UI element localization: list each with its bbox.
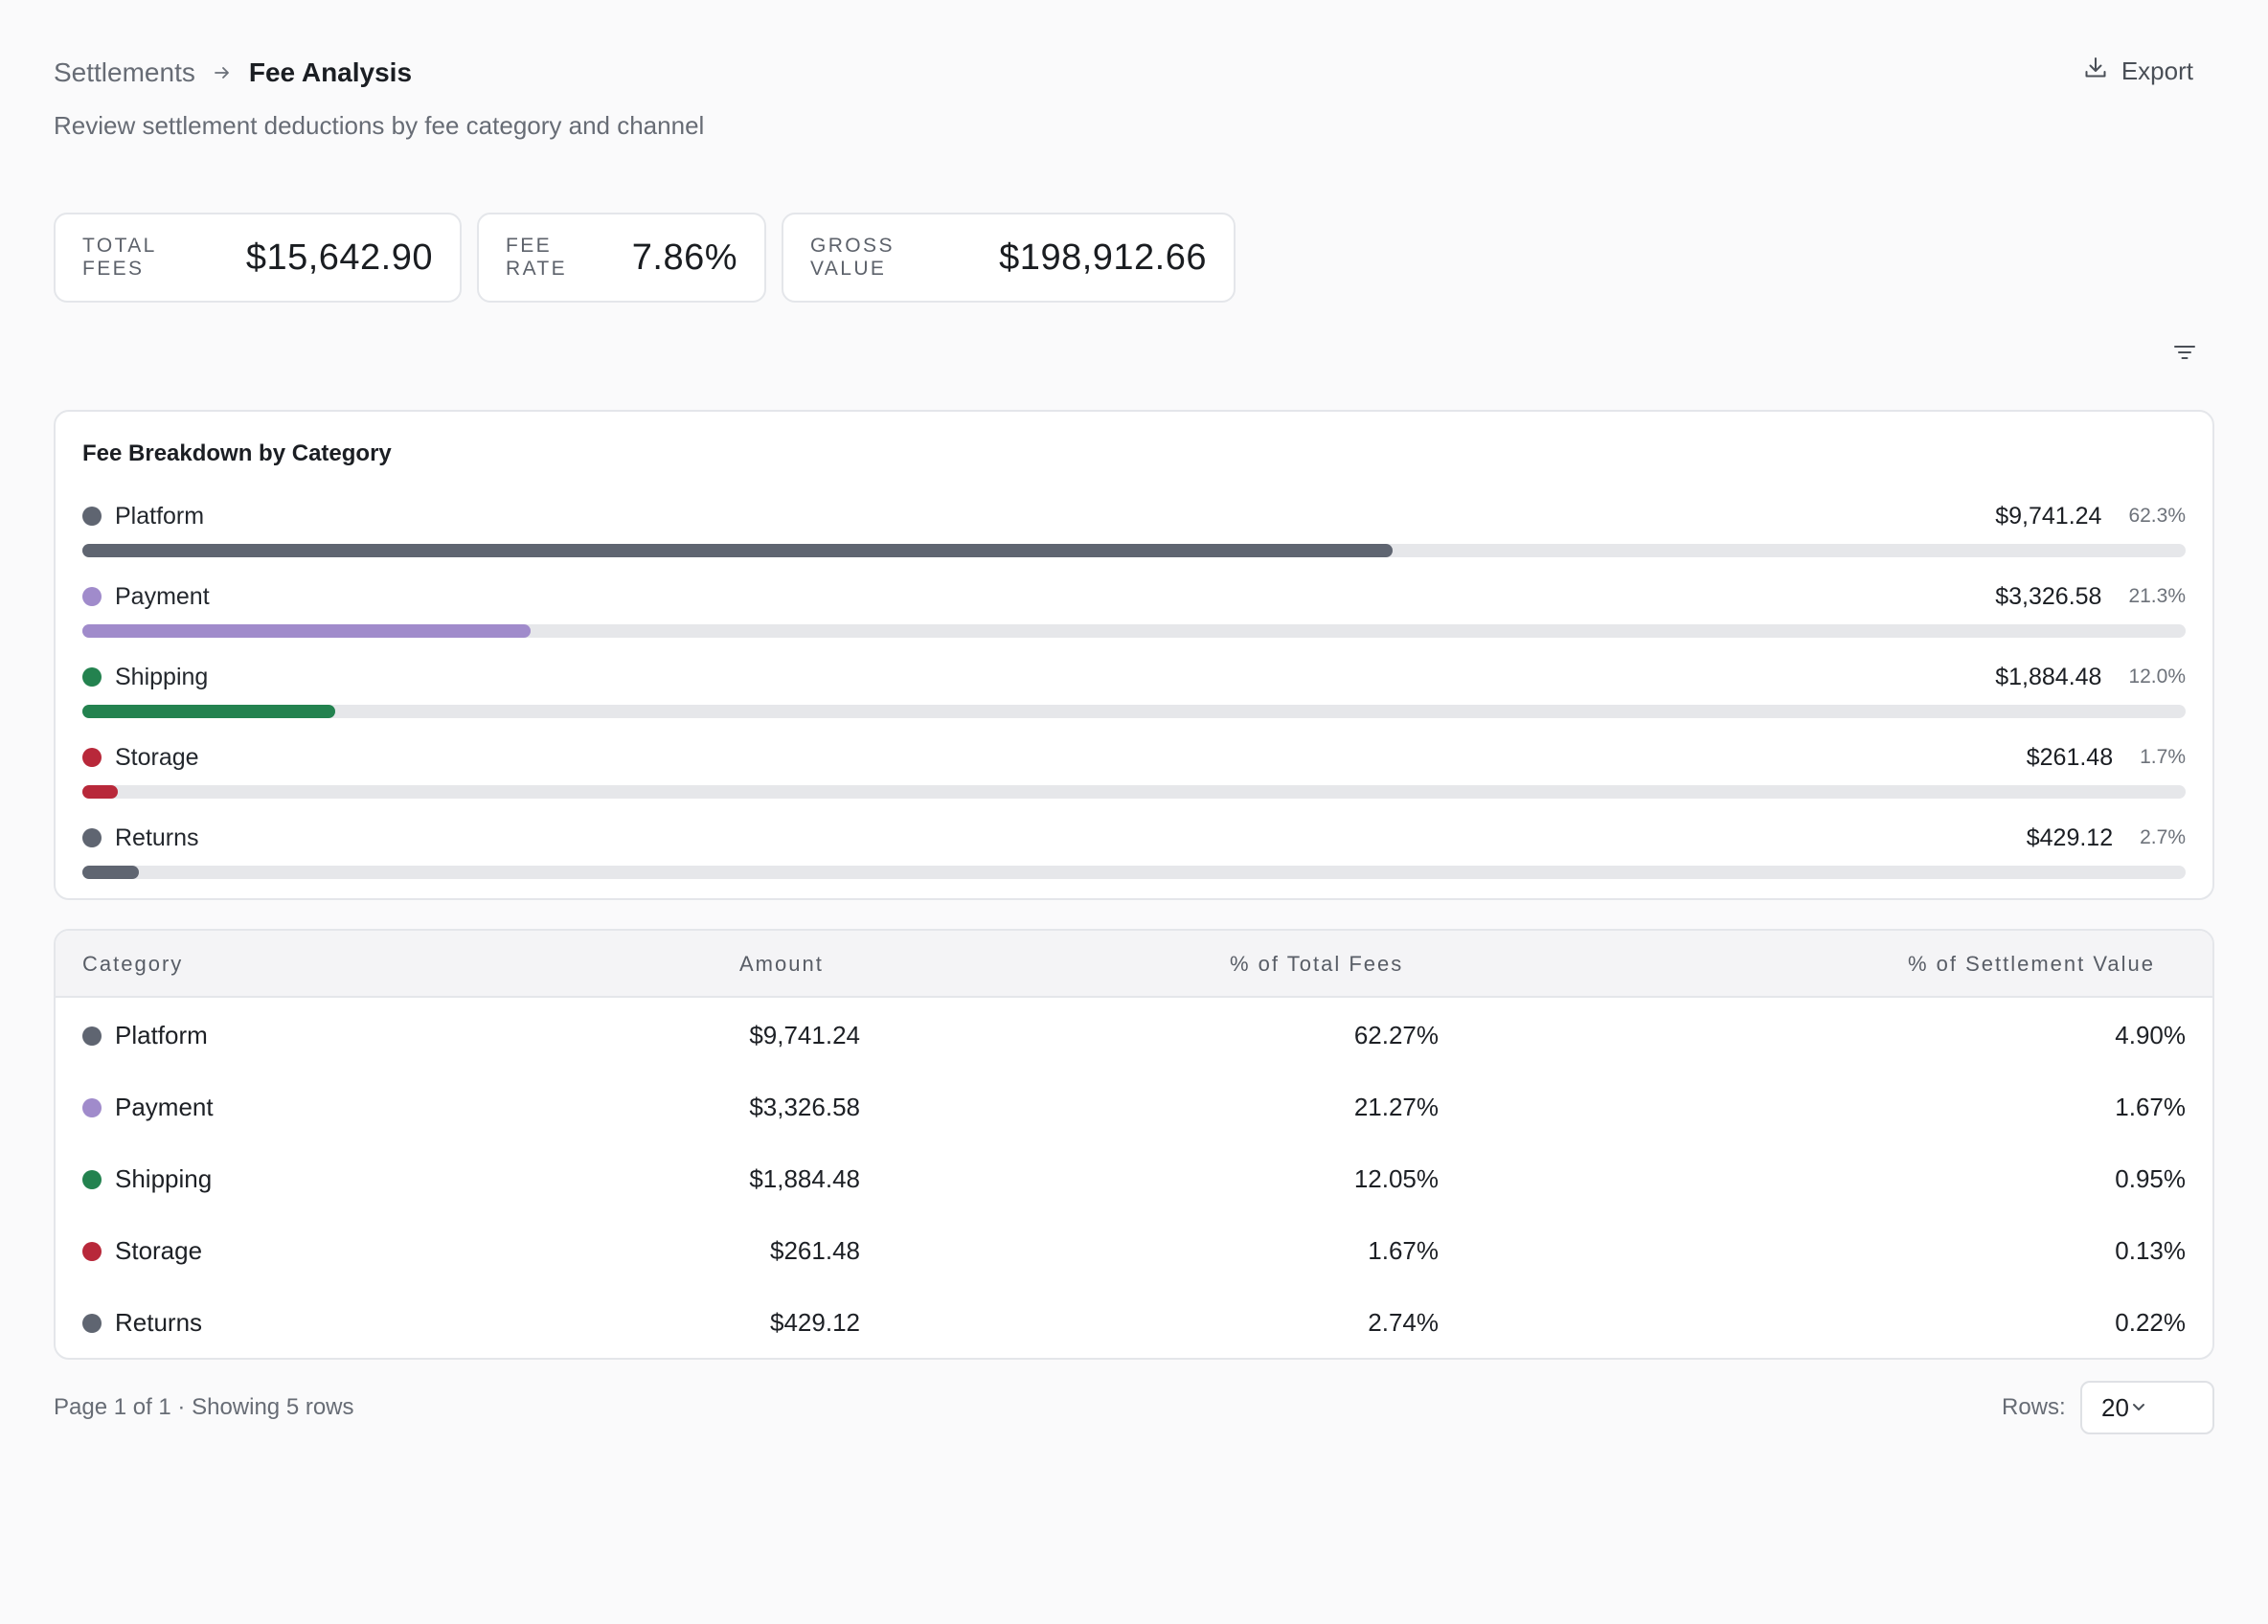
cell-amount: $261.48 bbox=[770, 1236, 860, 1265]
bar-track bbox=[82, 705, 2186, 718]
kpi-total-fees: TOTAL FEES $15,642.90 bbox=[54, 213, 462, 303]
cell-amount: $429.12 bbox=[770, 1308, 860, 1337]
category-dot bbox=[82, 1169, 102, 1189]
cell-pct-settlement: 1.67% bbox=[2115, 1093, 2186, 1121]
kpi-value: $15,642.90 bbox=[245, 237, 433, 278]
breadcrumb-settlements[interactable]: Settlements bbox=[54, 57, 195, 87]
kpi-fee-rate: FEE RATE 7.86% bbox=[477, 213, 766, 303]
bar-fill bbox=[82, 705, 335, 718]
fee-table: Category Amount % of Total Fees % of Set… bbox=[54, 929, 2214, 1360]
bar-label: Payment bbox=[115, 582, 210, 610]
cell-pct-settlement: 4.90% bbox=[2115, 1021, 2186, 1049]
bar-percent: 1.7% bbox=[2140, 746, 2186, 768]
column-header-amount[interactable]: Amount bbox=[739, 952, 824, 976]
cell-pct-settlement: 0.13% bbox=[2115, 1236, 2186, 1265]
bar-amount: $429.12 bbox=[2026, 823, 2114, 851]
bar-fill bbox=[82, 866, 140, 879]
breakdown-title: Fee Breakdown by Category bbox=[82, 440, 392, 466]
kpi-label: GROSS VALUE bbox=[810, 235, 895, 280]
column-header-pct-total[interactable]: % of Total Fees bbox=[1230, 952, 1404, 976]
bar-amount: $3,326.58 bbox=[1995, 582, 2102, 610]
table-header: Category Amount % of Total Fees % of Set… bbox=[56, 931, 2212, 998]
fee-breakdown-card: Fee Breakdown by Category Platform $9,74… bbox=[54, 410, 2214, 900]
bar-label: Returns bbox=[115, 823, 199, 851]
kpi-label: TOTAL FEES bbox=[82, 235, 156, 280]
pagination-info: Page 1 of 1 · Showing 5 rows bbox=[54, 1394, 354, 1420]
bar-amount: $261.48 bbox=[2026, 743, 2114, 771]
bar-percent: 21.3% bbox=[2128, 585, 2186, 607]
category-dot bbox=[82, 667, 102, 687]
kpi-label: FEE RATE bbox=[506, 235, 568, 280]
bar-fill bbox=[82, 624, 531, 638]
category-dot bbox=[82, 1241, 102, 1261]
export-label: Export bbox=[2121, 56, 2193, 85]
rows-per-page-value: 20 bbox=[2101, 1392, 2129, 1422]
export-button[interactable]: Export bbox=[2083, 56, 2193, 87]
category-dot bbox=[82, 1026, 102, 1046]
page-subtitle: Review settlement deductions by fee cate… bbox=[54, 111, 705, 140]
breakdown-row: Storage $261.48 1.7% bbox=[82, 741, 2186, 799]
column-header-pct-settlement[interactable]: % of Settlement Value bbox=[1907, 952, 2155, 976]
cell-amount: $1,884.48 bbox=[749, 1164, 860, 1193]
bar-track bbox=[82, 785, 2186, 799]
category-dot bbox=[82, 828, 102, 847]
cell-pct-total: 12.05% bbox=[1353, 1164, 1439, 1193]
column-header-category[interactable]: Category bbox=[82, 952, 184, 976]
table-row[interactable]: Shipping $1,884.48 12.05% 0.95% bbox=[56, 1143, 2212, 1215]
kpi-value: $198,912.66 bbox=[999, 237, 1207, 278]
breadcrumb: Settlements Fee Analysis bbox=[54, 54, 2214, 92]
bar-percent: 2.7% bbox=[2140, 826, 2186, 848]
kpi-value: 7.86% bbox=[631, 237, 737, 278]
kpi-row: TOTAL FEES $15,642.90 FEE RATE 7.86% GRO… bbox=[54, 213, 1236, 303]
bar-track bbox=[82, 624, 2186, 638]
page-title: Fee Analysis bbox=[248, 57, 413, 87]
table-row[interactable]: Payment $3,326.58 21.27% 1.67% bbox=[56, 1071, 2212, 1143]
bar-amount: $1,884.48 bbox=[1995, 663, 2102, 690]
breakdown-row: Shipping $1,884.48 12.0% bbox=[82, 661, 2186, 718]
cell-amount: $9,741.24 bbox=[749, 1021, 860, 1049]
category-dot bbox=[82, 1097, 102, 1117]
bar-percent: 62.3% bbox=[2128, 505, 2186, 527]
cell-category: Storage bbox=[115, 1236, 203, 1265]
rows-per-page-label: Rows: bbox=[2002, 1394, 2066, 1420]
cell-category: Shipping bbox=[115, 1164, 213, 1193]
category-dot bbox=[82, 587, 102, 606]
bar-label: Platform bbox=[115, 502, 205, 530]
page-header: Settlements Fee Analysis Review settleme… bbox=[54, 54, 2214, 149]
rows-per-page-select[interactable]: 20 bbox=[2080, 1381, 2214, 1434]
cell-category: Payment bbox=[115, 1093, 214, 1121]
cell-category: Returns bbox=[115, 1308, 203, 1337]
breakdown-row: Platform $9,741.24 62.3% bbox=[82, 500, 2186, 557]
cell-amount: $3,326.58 bbox=[749, 1093, 860, 1121]
bar-fill bbox=[82, 544, 1394, 557]
cell-pct-total: 21.27% bbox=[1353, 1093, 1439, 1121]
bar-amount: $9,741.24 bbox=[1995, 502, 2102, 530]
download-icon bbox=[2083, 56, 2121, 87]
bar-fill bbox=[82, 785, 119, 799]
chevron-down-icon bbox=[2129, 1393, 2148, 1423]
cell-pct-total: 62.27% bbox=[1353, 1021, 1439, 1049]
cell-pct-total: 2.74% bbox=[1368, 1308, 1439, 1337]
cell-pct-settlement: 0.22% bbox=[2115, 1308, 2186, 1337]
arrow-right-icon bbox=[213, 63, 232, 82]
table-row[interactable]: Platform $9,741.24 62.27% 4.90% bbox=[56, 1000, 2212, 1071]
kpi-gross-value: GROSS VALUE $198,912.66 bbox=[782, 213, 1236, 303]
bar-track bbox=[82, 544, 2186, 557]
category-dot bbox=[82, 507, 102, 526]
table-row[interactable]: Returns $429.12 2.74% 0.22% bbox=[56, 1287, 2212, 1358]
breakdown-row: Payment $3,326.58 21.3% bbox=[82, 580, 2186, 638]
filter-icon[interactable] bbox=[2172, 341, 2197, 371]
bar-label: Shipping bbox=[115, 663, 209, 690]
cell-category: Platform bbox=[115, 1021, 208, 1049]
bar-label: Storage bbox=[115, 743, 199, 771]
table-row[interactable]: Storage $261.48 1.67% 0.13% bbox=[56, 1215, 2212, 1287]
bar-percent: 12.0% bbox=[2128, 665, 2186, 688]
category-dot bbox=[82, 748, 102, 767]
cell-pct-settlement: 0.95% bbox=[2115, 1164, 2186, 1193]
cell-pct-total: 1.67% bbox=[1368, 1236, 1439, 1265]
bar-track bbox=[82, 866, 2186, 879]
category-dot bbox=[82, 1313, 102, 1333]
breakdown-row: Returns $429.12 2.7% bbox=[82, 822, 2186, 879]
